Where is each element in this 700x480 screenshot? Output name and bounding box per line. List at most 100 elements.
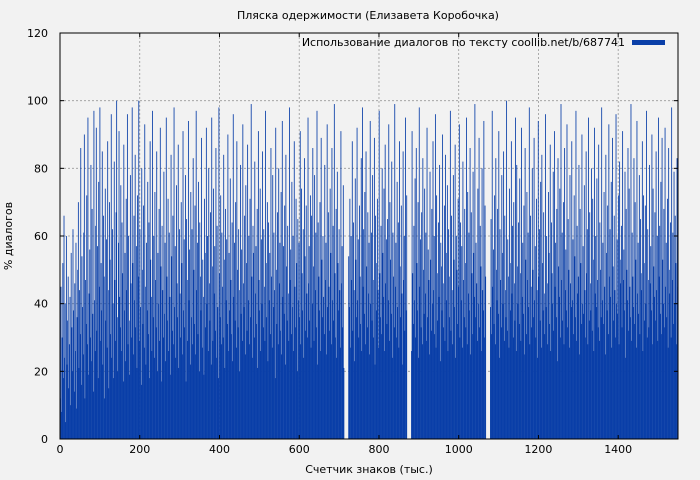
bar — [500, 279, 502, 439]
bar — [70, 405, 72, 439]
bar — [176, 185, 177, 439]
bar — [667, 347, 669, 439]
bar — [596, 178, 598, 440]
bar — [528, 107, 530, 440]
bar — [490, 307, 491, 439]
bar — [516, 266, 518, 439]
bar — [260, 239, 262, 439]
bar — [576, 340, 577, 439]
bar — [649, 283, 651, 439]
bar — [662, 259, 664, 439]
bar — [192, 158, 194, 439]
bar — [497, 208, 499, 439]
bar — [361, 351, 363, 439]
bar — [123, 310, 125, 439]
bar — [372, 279, 374, 439]
bar — [141, 269, 143, 439]
bar — [357, 239, 359, 439]
bar — [211, 117, 213, 439]
bar — [396, 181, 398, 439]
bar — [658, 117, 659, 439]
bar — [623, 310, 625, 439]
bar — [506, 330, 508, 439]
bar — [663, 208, 665, 439]
bar — [405, 310, 407, 439]
bar — [140, 307, 141, 439]
bar — [94, 300, 95, 439]
bar — [357, 300, 359, 439]
bar — [474, 104, 476, 440]
bar — [270, 148, 272, 439]
bar — [353, 222, 354, 439]
bar — [180, 337, 182, 439]
bar — [603, 192, 605, 439]
bar — [308, 246, 310, 439]
bar — [86, 344, 88, 439]
bar — [670, 337, 672, 439]
bar — [352, 330, 354, 439]
bar — [544, 334, 546, 439]
bar — [216, 225, 218, 439]
bar — [65, 236, 67, 439]
bar — [390, 313, 392, 439]
bar — [509, 188, 510, 439]
bar — [285, 154, 287, 440]
bar — [333, 104, 335, 440]
bar — [213, 293, 215, 439]
bar — [445, 252, 447, 439]
bar — [324, 164, 326, 439]
bar — [283, 246, 284, 439]
bar — [615, 337, 616, 439]
bar — [640, 273, 642, 439]
bar — [219, 273, 220, 439]
bar — [239, 371, 241, 439]
bar — [399, 266, 401, 439]
bar — [422, 158, 424, 439]
bar — [513, 283, 515, 439]
bar — [491, 110, 493, 439]
bar — [602, 242, 604, 439]
bar — [374, 364, 376, 439]
bar — [169, 296, 171, 439]
bar — [377, 290, 379, 439]
bar — [341, 246, 343, 439]
bar — [513, 202, 515, 439]
bar — [301, 188, 302, 439]
bar — [228, 252, 230, 439]
bar — [311, 303, 313, 439]
bar — [174, 307, 176, 439]
bar — [426, 340, 427, 439]
bar — [249, 198, 251, 439]
bar — [507, 276, 509, 439]
bar — [108, 388, 110, 439]
bar — [114, 279, 116, 439]
bar — [469, 148, 471, 439]
bar — [296, 371, 298, 439]
bar — [253, 337, 255, 439]
bar — [71, 327, 73, 439]
bar — [317, 222, 319, 439]
bar — [630, 104, 632, 440]
bar — [197, 334, 199, 439]
bar — [111, 357, 113, 439]
bar — [563, 344, 565, 439]
bar — [365, 344, 366, 439]
bar — [670, 222, 671, 439]
bar — [290, 249, 292, 439]
x-tick-label: 800 — [368, 443, 389, 456]
bar — [179, 293, 181, 439]
bar — [103, 215, 104, 439]
bar — [171, 256, 173, 439]
bar — [521, 296, 523, 439]
bar — [519, 178, 521, 440]
bar — [609, 276, 610, 439]
bar — [425, 232, 427, 439]
bar — [371, 320, 373, 439]
bar — [438, 296, 440, 439]
bar — [350, 347, 351, 439]
bar — [274, 290, 275, 439]
bar — [641, 141, 643, 439]
bar — [522, 313, 524, 439]
bar — [498, 131, 500, 439]
bar — [628, 330, 630, 439]
